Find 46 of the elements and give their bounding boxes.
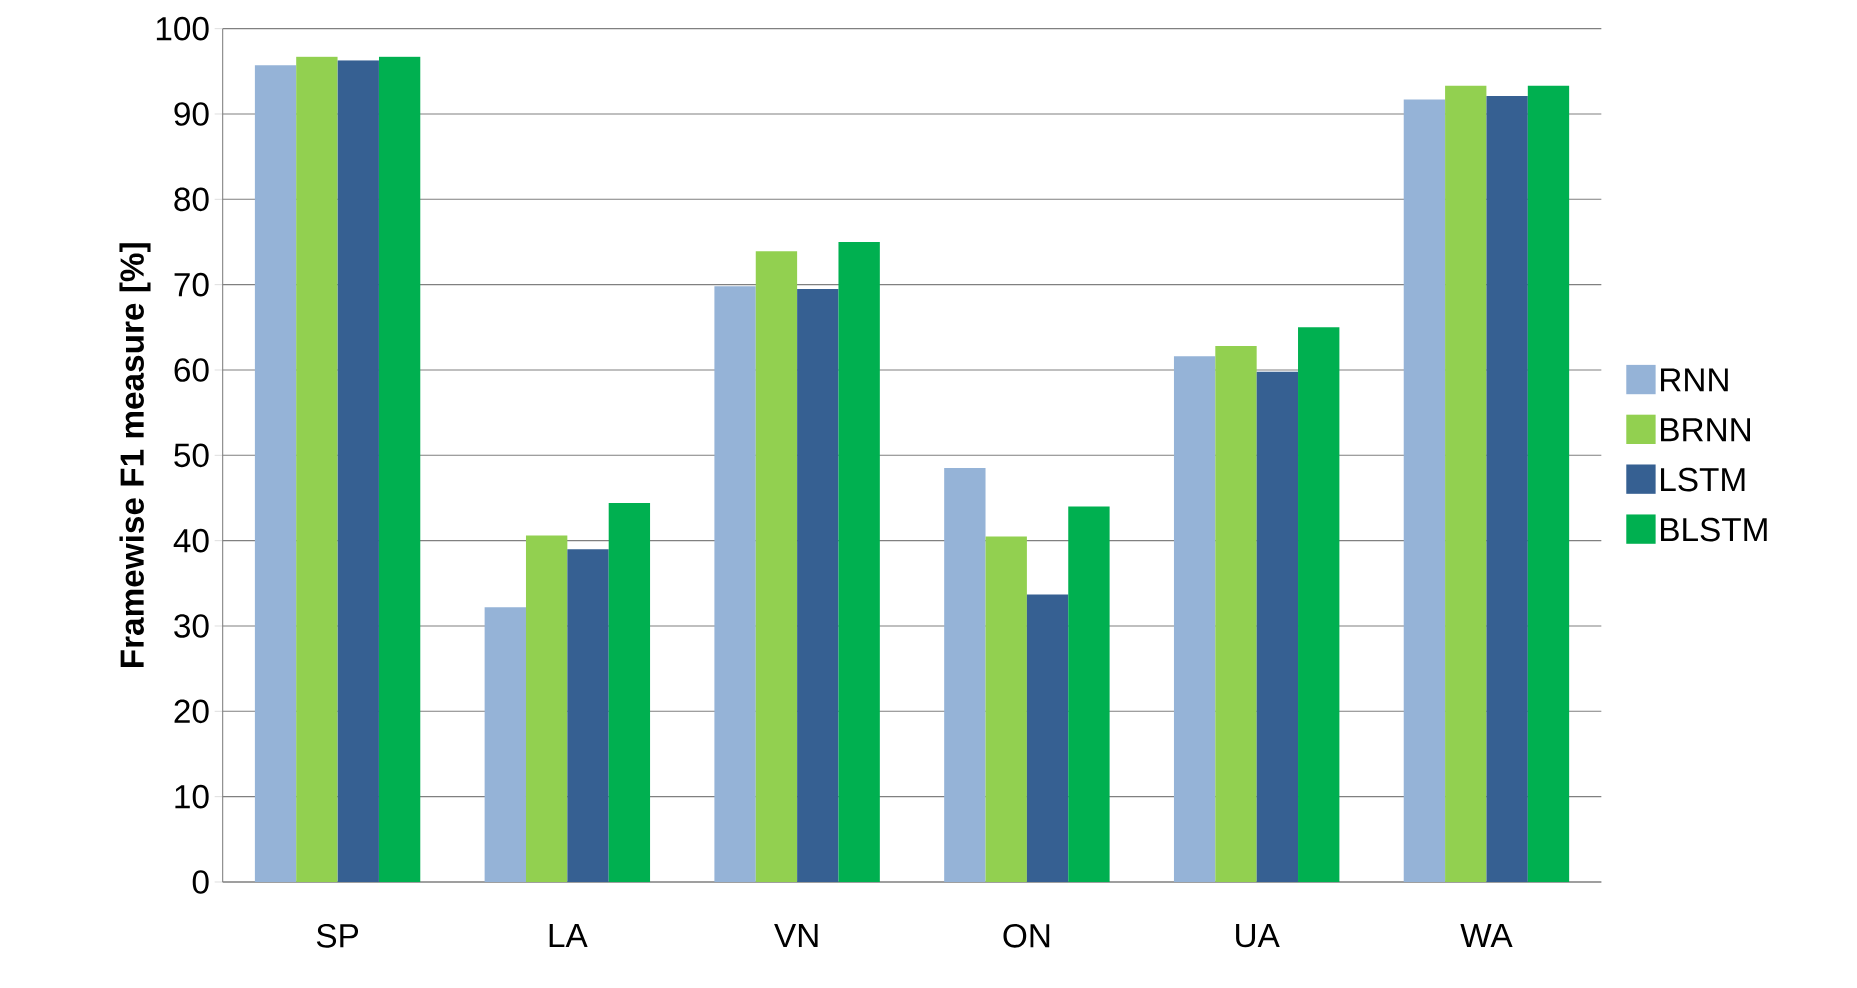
bar bbox=[714, 286, 756, 882]
bar bbox=[484, 607, 526, 882]
bar bbox=[1486, 96, 1528, 882]
bar bbox=[1215, 346, 1257, 882]
bar bbox=[985, 536, 1027, 882]
bar bbox=[1173, 356, 1216, 882]
y-tick-label: 80 bbox=[174, 187, 209, 212]
bar bbox=[254, 65, 297, 882]
y-tick-label: 90 bbox=[174, 102, 209, 126]
bar bbox=[378, 56, 421, 882]
x-tick-label: SP bbox=[316, 924, 359, 948]
bar bbox=[1068, 506, 1110, 882]
y-tick-label: 20 bbox=[174, 699, 209, 724]
bar bbox=[838, 241, 880, 882]
bar bbox=[797, 288, 839, 882]
legend-label: BLSTM bbox=[1661, 517, 1767, 542]
x-tick-label: LA bbox=[549, 924, 588, 947]
y-tick-label: 30 bbox=[174, 614, 209, 638]
bar bbox=[944, 468, 986, 882]
bar bbox=[1403, 99, 1446, 882]
bar bbox=[525, 535, 568, 882]
y-tick-label: 10 bbox=[175, 784, 209, 809]
x-tick-label: UA bbox=[1236, 924, 1280, 948]
legend-label: LSTM bbox=[1661, 467, 1745, 492]
y-axis-title: Framewise F1 measure [%] bbox=[119, 243, 151, 668]
bar bbox=[1298, 327, 1340, 882]
x-tick-label: VN bbox=[774, 924, 818, 947]
bar bbox=[1026, 594, 1069, 882]
y-tick-label: 40 bbox=[173, 528, 209, 553]
bar bbox=[567, 549, 609, 882]
bar bbox=[608, 503, 651, 882]
y-tick-label: 0 bbox=[192, 870, 209, 894]
y-tick-label: 100 bbox=[156, 16, 209, 41]
bar bbox=[296, 56, 338, 882]
x-tick-label: ON bbox=[1003, 924, 1050, 948]
bar bbox=[1256, 371, 1299, 882]
legend-label: RNN bbox=[1661, 368, 1728, 392]
y-tick-label: 70 bbox=[174, 272, 209, 297]
bar bbox=[337, 60, 379, 882]
y-tick-label: 50 bbox=[174, 443, 209, 468]
bar bbox=[1445, 85, 1487, 882]
bar bbox=[755, 251, 798, 882]
y-tick-label: 60 bbox=[174, 358, 209, 382]
legend-label: BRNN bbox=[1661, 418, 1750, 442]
bar bbox=[1527, 85, 1570, 882]
x-tick-label: WA bbox=[1460, 924, 1513, 947]
